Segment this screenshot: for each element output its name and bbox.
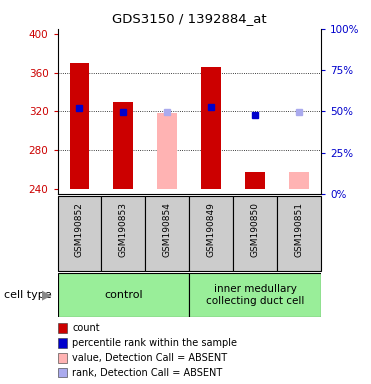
- Text: value, Detection Call = ABSENT: value, Detection Call = ABSENT: [72, 353, 227, 363]
- Bar: [189, 273, 321, 317]
- Text: cell type: cell type: [4, 290, 51, 300]
- Text: ▶: ▶: [42, 288, 51, 301]
- Text: GSM190852: GSM190852: [75, 202, 84, 257]
- Bar: [233, 196, 277, 271]
- Bar: [58, 353, 67, 362]
- Bar: [114, 102, 133, 189]
- Bar: [157, 113, 177, 189]
- Bar: [245, 172, 265, 189]
- Bar: [58, 273, 189, 317]
- Text: percentile rank within the sample: percentile rank within the sample: [72, 338, 237, 348]
- Text: control: control: [104, 290, 143, 300]
- Text: GSM190853: GSM190853: [119, 202, 128, 257]
- Bar: [58, 338, 67, 348]
- Text: GSM190849: GSM190849: [207, 202, 216, 257]
- Text: count: count: [72, 323, 100, 333]
- Bar: [58, 368, 67, 377]
- Bar: [58, 196, 101, 271]
- Bar: [101, 196, 145, 271]
- Text: rank, Detection Call = ABSENT: rank, Detection Call = ABSENT: [72, 368, 222, 378]
- Bar: [289, 172, 309, 189]
- Text: GSM190854: GSM190854: [163, 202, 172, 257]
- Title: GDS3150 / 1392884_at: GDS3150 / 1392884_at: [112, 12, 266, 25]
- Bar: [277, 196, 321, 271]
- Text: GSM190851: GSM190851: [295, 202, 303, 257]
- Text: inner medullary
collecting duct cell: inner medullary collecting duct cell: [206, 284, 304, 306]
- Text: GSM190850: GSM190850: [250, 202, 260, 257]
- Bar: [145, 196, 189, 271]
- Bar: [58, 323, 67, 333]
- Bar: [201, 67, 221, 189]
- Bar: [189, 196, 233, 271]
- Bar: [70, 63, 89, 189]
